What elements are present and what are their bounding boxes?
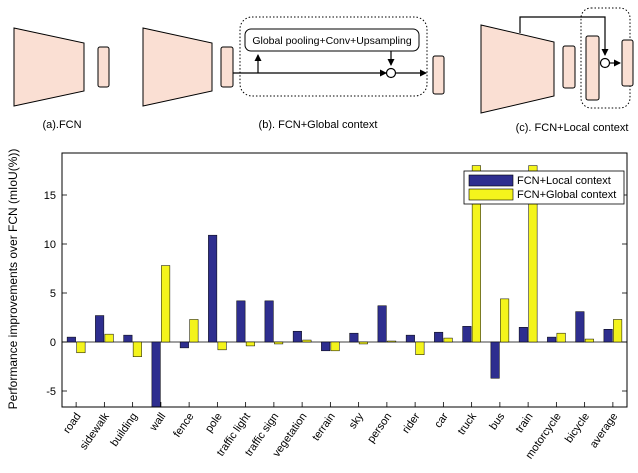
x-tick-label: bicycle — [563, 411, 592, 445]
legend-swatch-global — [468, 188, 514, 201]
x-tick-label: person — [365, 411, 394, 445]
x-tick-label: pole — [203, 411, 225, 435]
bar-local-motorcycle — [547, 336, 557, 343]
fcn-encoder-trapezoid — [13, 27, 85, 107]
y-tick-label: 10 — [44, 239, 56, 251]
bar-local-vegetation — [292, 330, 302, 343]
x-tick-label: sidewalk — [78, 410, 112, 452]
bar-global-building — [132, 341, 142, 357]
local-feature-map — [562, 45, 576, 89]
x-tick-label: rider — [400, 411, 423, 436]
bar-local-pole — [208, 234, 218, 343]
global-feature-map — [220, 46, 234, 88]
bar-local-road — [66, 336, 76, 343]
bar-local-fence — [179, 341, 189, 349]
bar-global-train — [528, 165, 538, 343]
global-module-label: Global pooling+Conv+Upsampling — [252, 35, 412, 47]
y-axis-ticks: -5 0 5 10 15 — [44, 190, 627, 398]
y-tick-label: 0 — [50, 337, 56, 349]
x-tick-label: fence — [171, 411, 196, 440]
panel-b-caption: (b). FCN+Global context — [259, 119, 378, 131]
local-feature-map-2 — [585, 35, 600, 101]
x-tick-label: sky — [347, 410, 367, 431]
bar-local-wall — [151, 341, 161, 408]
chart-legend: FCN+Local context FCN+Global context — [463, 170, 625, 205]
fcn-feature-map — [97, 46, 110, 88]
x-tick-label: car — [432, 411, 451, 431]
x-tick-label: wall — [147, 411, 168, 434]
legend-label-local: FCN+Local context — [517, 175, 611, 187]
local-fusion-node — [599, 57, 611, 69]
bar-global-bus — [500, 298, 510, 343]
y-axis-label: Performance improvements over FCN (mIoU(… — [6, 149, 20, 410]
x-tick-label: road — [61, 411, 83, 436]
global-encoder-trapezoid — [142, 27, 213, 107]
bar-local-train — [518, 327, 528, 343]
bar-local-bus — [490, 341, 500, 379]
x-tick-label: train — [513, 411, 535, 435]
x-tick-label: truck — [456, 410, 480, 437]
global-fusion-node — [385, 67, 397, 79]
bar-global-traffic-sign — [274, 341, 284, 345]
bar-global-pole — [217, 341, 227, 351]
global-pooling-box — [244, 28, 420, 52]
bar-global-traffic-light — [245, 341, 255, 347]
bar-global-sidewalk — [104, 333, 114, 343]
x-tick-label: terrain — [310, 411, 338, 443]
panel-c-local: (c). FCN+Local context — [480, 7, 634, 134]
bar-global-sky — [358, 341, 368, 345]
bar-local-terrain — [321, 341, 331, 352]
bar-local-building — [123, 334, 133, 343]
bar-global-motorcycle — [556, 332, 566, 343]
y-tick-label: 15 — [44, 190, 56, 202]
bar-local-traffic-sign — [264, 300, 274, 343]
x-tick-label: average — [588, 411, 621, 450]
x-tick-label: building — [109, 411, 141, 449]
bar-series — [66, 165, 623, 408]
bar-global-person — [387, 340, 397, 343]
bar-global-rider — [415, 341, 425, 355]
bar-local-average — [603, 329, 613, 343]
bar-local-truck — [462, 326, 472, 343]
x-tick-label: bus — [487, 410, 507, 432]
panel-c-caption: (c). FCN+Local context — [516, 122, 629, 134]
plot-frame — [61, 152, 628, 408]
bar-global-vegetation — [302, 339, 312, 343]
y-tick-label: -5 — [46, 386, 56, 398]
legend-swatch-local — [468, 174, 514, 187]
local-encoder-trapezoid — [480, 24, 555, 114]
bar-global-wall — [161, 265, 171, 343]
global-output-map — [432, 55, 445, 95]
bar-local-sky — [349, 332, 359, 343]
architecture-diagram: (a).FCN Global pooling+Conv+Upsampling (… — [13, 7, 634, 134]
bar-local-traffic-light — [236, 300, 246, 343]
bar-global-road — [76, 341, 86, 354]
bar-global-average — [613, 319, 623, 343]
local-output-map — [621, 39, 634, 87]
bar-local-bicycle — [575, 311, 585, 343]
bar-global-bicycle — [584, 338, 594, 343]
y-tick-label: 5 — [50, 288, 56, 300]
bar-local-car — [434, 331, 444, 343]
bar-global-fence — [189, 319, 199, 343]
legend-label-global: FCN+Global context — [517, 189, 616, 201]
panel-b-global: Global pooling+Conv+Upsampling (b). FCN+… — [142, 16, 445, 131]
bar-global-terrain — [330, 341, 340, 352]
local-skip-connection — [519, 16, 609, 56]
global-context-region — [239, 16, 428, 97]
bar-local-sidewalk — [95, 315, 105, 343]
panel-a-caption: (a).FCN — [42, 119, 81, 131]
bar-global-car — [443, 337, 453, 343]
bar-global-truck — [471, 165, 481, 343]
panel-a-fcn: (a).FCN — [13, 27, 110, 131]
bar-local-rider — [405, 334, 415, 343]
bar-local-person — [377, 305, 387, 343]
